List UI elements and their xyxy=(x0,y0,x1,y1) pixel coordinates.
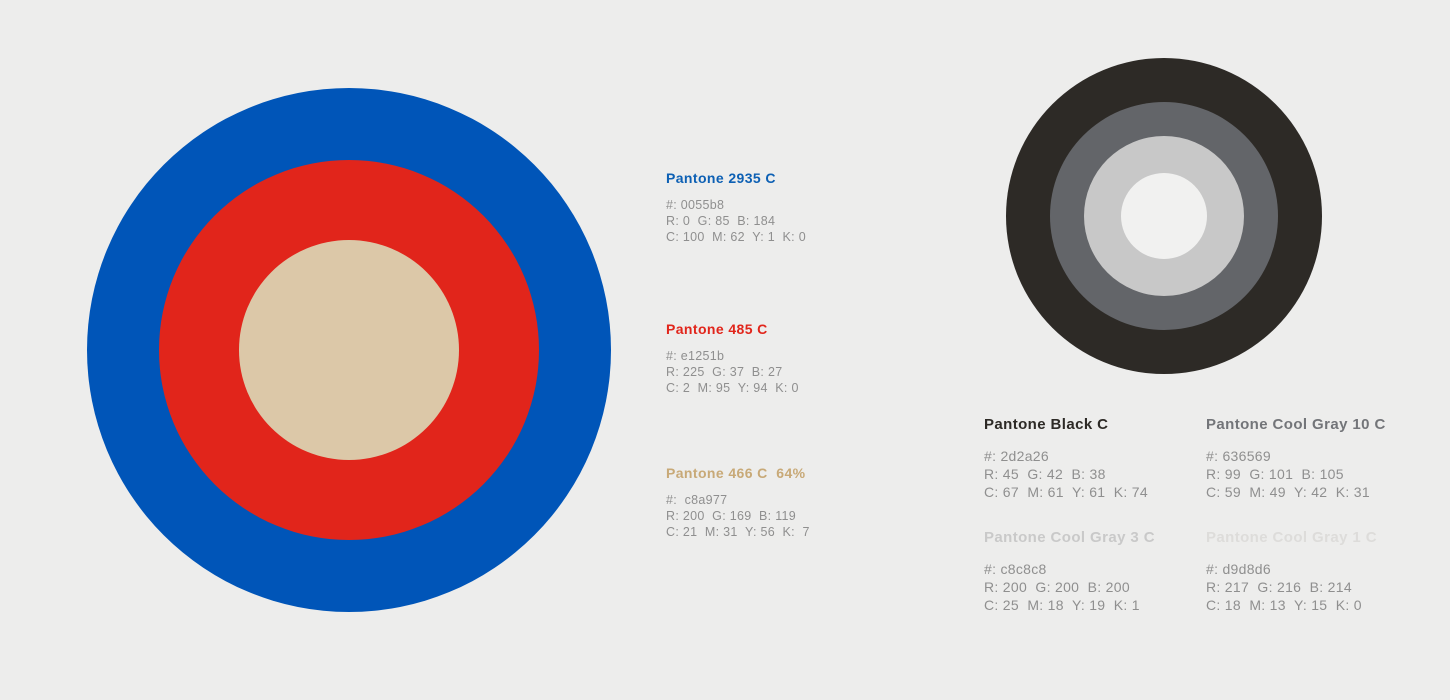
cmyk-value: C: 25 M: 18 Y: 19 K: 1 xyxy=(984,597,1140,613)
swatch-cool-gray-1: Pantone Cool Gray 1 C #: d9d8d6 R: 217 G… xyxy=(1206,528,1441,614)
hex-value: #: c8c8c8 xyxy=(984,561,1047,577)
swatch-title: Pantone Cool Gray 3 C xyxy=(984,529,1155,546)
primary-palette-target xyxy=(87,88,611,612)
rgb-value: R: 200 G: 169 B: 119 xyxy=(666,509,797,523)
cmyk-value: C: 18 M: 13 Y: 15 K: 0 xyxy=(1206,597,1362,613)
pantone-2935-ring xyxy=(87,88,611,612)
rgb-value: R: 225 G: 37 B: 27 xyxy=(666,365,783,379)
grayscale-palette-target xyxy=(1006,58,1322,374)
rgb-value: R: 217 G: 216 B: 214 xyxy=(1206,579,1352,595)
hex-value: #: c8a977 xyxy=(666,493,728,507)
cmyk-value: C: 100 M: 62 Y: 1 K: 0 xyxy=(666,230,806,244)
rgb-value: R: 99 G: 101 B: 105 xyxy=(1206,466,1344,482)
hex-value: #: d9d8d6 xyxy=(1206,561,1271,577)
swatch-title: Pantone Cool Gray 1 C xyxy=(1206,529,1377,546)
swatch-cool-gray-3: Pantone Cool Gray 3 C #: c8c8c8 R: 200 G… xyxy=(984,528,1219,614)
cmyk-value: C: 59 M: 49 Y: 42 K: 31 xyxy=(1206,484,1370,500)
hex-value: #: 2d2a26 xyxy=(984,448,1049,464)
cool-gray-10-ring xyxy=(1050,102,1278,330)
swatch-title: Pantone 466 C 64% xyxy=(666,465,806,481)
cmyk-value: C: 67 M: 61 Y: 61 K: 74 xyxy=(984,484,1148,500)
pantone-black-ring xyxy=(1006,58,1322,374)
hex-value: #: 0055b8 xyxy=(666,198,725,212)
cmyk-value: C: 21 M: 31 Y: 56 K: 7 xyxy=(666,525,810,539)
swatch-cool-gray-10: Pantone Cool Gray 10 C #: 636569 R: 99 G… xyxy=(1206,415,1441,501)
hex-value: #: e1251b xyxy=(666,349,725,363)
rgb-value: R: 200 G: 200 B: 200 xyxy=(984,579,1130,595)
cmyk-value: C: 2 M: 95 Y: 94 K: 0 xyxy=(666,381,799,395)
rgb-value: R: 0 G: 85 B: 184 xyxy=(666,214,776,228)
cool-gray-1-ring xyxy=(1121,173,1207,259)
rgb-value: R: 45 G: 42 B: 38 xyxy=(984,466,1106,482)
swatch-title: Pantone 485 C xyxy=(666,321,768,337)
pantone-485-ring xyxy=(159,160,539,540)
cool-gray-3-ring xyxy=(1084,136,1244,296)
swatch-title: Pantone 2935 C xyxy=(666,170,776,186)
hex-value: #: 636569 xyxy=(1206,448,1271,464)
swatch-title: Pantone Black C xyxy=(984,416,1109,433)
swatch-pantone-466: Pantone 466 C 64% #: c8a977 R: 200 G: 16… xyxy=(666,464,906,540)
swatch-pantone-black: Pantone Black C #: 2d2a26 R: 45 G: 42 B:… xyxy=(984,415,1219,501)
swatch-pantone-2935: Pantone 2935 C #: 0055b8 R: 0 G: 85 B: 1… xyxy=(666,169,906,245)
pantone-466-ring xyxy=(239,240,459,460)
swatch-pantone-485: Pantone 485 C #: e1251b R: 225 G: 37 B: … xyxy=(666,320,906,396)
swatch-title: Pantone Cool Gray 10 C xyxy=(1206,416,1386,433)
